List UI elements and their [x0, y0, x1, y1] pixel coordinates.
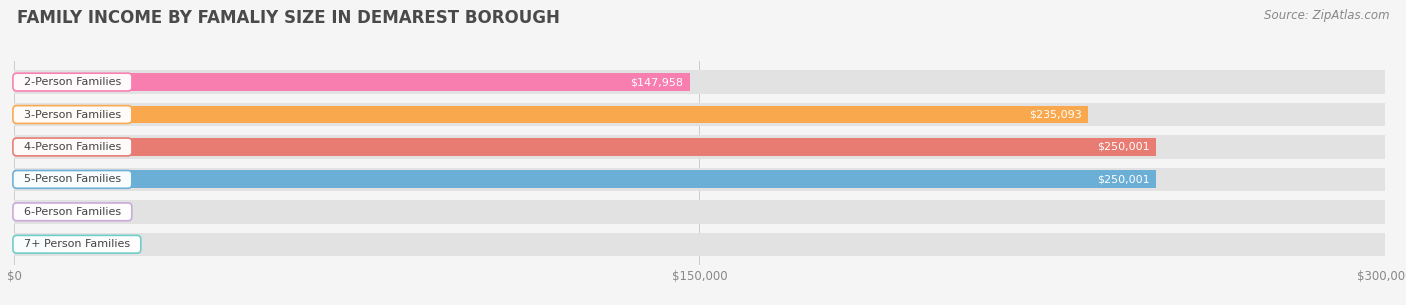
- Text: $235,093: $235,093: [1029, 109, 1081, 120]
- Text: 2-Person Families: 2-Person Families: [17, 77, 128, 87]
- Text: 3-Person Families: 3-Person Families: [17, 109, 128, 120]
- Bar: [14, 200, 1385, 224]
- Bar: [14, 73, 690, 91]
- Text: $147,958: $147,958: [630, 77, 683, 87]
- Text: $0: $0: [59, 239, 73, 249]
- Bar: [14, 235, 48, 253]
- Bar: [14, 233, 1385, 256]
- Bar: [14, 138, 1157, 156]
- Text: 4-Person Families: 4-Person Families: [17, 142, 128, 152]
- Text: FAMILY INCOME BY FAMALIY SIZE IN DEMAREST BOROUGH: FAMILY INCOME BY FAMALIY SIZE IN DEMARES…: [17, 9, 560, 27]
- Text: $0: $0: [59, 207, 73, 217]
- Text: $250,001: $250,001: [1097, 142, 1150, 152]
- Bar: [14, 168, 1385, 191]
- Bar: [14, 106, 1088, 124]
- Bar: [14, 170, 1157, 188]
- Bar: [14, 103, 1385, 126]
- Bar: [14, 70, 1385, 94]
- Text: 6-Person Families: 6-Person Families: [17, 207, 128, 217]
- Text: 5-Person Families: 5-Person Families: [17, 174, 128, 185]
- Text: Source: ZipAtlas.com: Source: ZipAtlas.com: [1264, 9, 1389, 22]
- Bar: [14, 203, 48, 221]
- Text: 7+ Person Families: 7+ Person Families: [17, 239, 136, 249]
- Text: $250,001: $250,001: [1097, 174, 1150, 185]
- Bar: [14, 135, 1385, 159]
